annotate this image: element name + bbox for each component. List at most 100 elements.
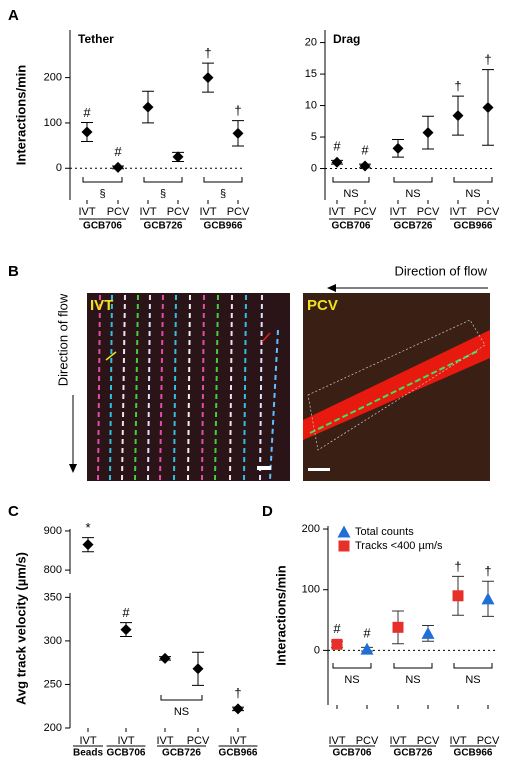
y-axis-label: Interactions/min — [13, 65, 28, 165]
y-axis-label: Interactions/min — [273, 565, 288, 665]
group-label: GCB726 — [162, 748, 201, 757]
data-point — [392, 142, 404, 154]
x-tick-label: IVT — [449, 735, 466, 747]
group-label: GCB966 — [204, 221, 243, 232]
bracket-label: NS — [465, 188, 480, 200]
x-tick-label: PCV — [167, 206, 190, 218]
bracket — [160, 695, 203, 701]
image-label: IVT — [90, 297, 113, 314]
y-tick-label: 350 — [44, 591, 62, 603]
data-point — [120, 624, 132, 636]
x-tick-label: IVT — [139, 206, 156, 218]
bracket — [393, 177, 433, 183]
data-point — [82, 539, 94, 551]
x-tick-label: PCV — [477, 735, 500, 747]
y-tick-label: 300 — [44, 635, 62, 647]
data-point — [481, 592, 495, 605]
data-point — [338, 540, 350, 552]
y-tick-label: 200 — [302, 523, 320, 535]
x-tick-label: PCV — [356, 735, 379, 747]
x-tick-label: PCV — [477, 206, 500, 218]
bracket-label: § — [99, 188, 105, 200]
annotation: # — [83, 105, 91, 120]
y-tick-label: 800 — [44, 564, 62, 576]
bracket-label: NS — [405, 674, 420, 686]
data-point — [392, 621, 404, 633]
y-tick-label: 20 — [305, 36, 317, 48]
annotation: # — [363, 626, 371, 641]
y-tick-label: 5 — [311, 131, 317, 143]
flow-arrow — [69, 395, 77, 473]
annotation: # — [114, 144, 122, 159]
group-label: GCB966 — [454, 748, 493, 757]
x-tick-label: IVT — [328, 206, 345, 218]
bracket — [453, 177, 493, 183]
group-label: GCB706 — [107, 748, 146, 757]
annotation: † — [484, 564, 491, 579]
data-point — [422, 127, 434, 139]
group-label: Beads — [73, 748, 103, 757]
data-point — [360, 642, 374, 655]
annotation: † — [204, 46, 211, 61]
annotation: † — [234, 103, 241, 118]
y-tick-label: 0 — [311, 162, 317, 174]
group-label: GCB726 — [144, 221, 183, 232]
y-tick-label: 0 — [314, 644, 320, 656]
flow-label: Direction of flow — [55, 293, 70, 386]
annotation: # — [122, 605, 130, 620]
y-tick-label: 100 — [302, 584, 320, 596]
x-tick-label: IVT — [78, 206, 95, 218]
x-tick-label: PCV — [417, 206, 440, 218]
bracket — [82, 177, 123, 183]
group-label: GCB706 — [333, 748, 372, 757]
legend-label: Total counts — [355, 526, 414, 538]
y-tick-label: 15 — [305, 68, 317, 80]
data-point — [159, 652, 171, 664]
image-label: PCV — [307, 297, 338, 314]
data-point — [81, 126, 93, 138]
bracket — [332, 663, 372, 669]
y-tick-label: 10 — [305, 99, 317, 111]
bracket-label: § — [160, 188, 166, 200]
x-tick-label: IVT — [156, 735, 173, 747]
panel-label: A — [8, 7, 19, 24]
x-tick-label: PCV — [417, 735, 440, 747]
bracket-label: NS — [465, 674, 480, 686]
x-tick-label: IVT — [389, 206, 406, 218]
x-tick-label: PCV — [187, 735, 210, 747]
panel-label: C — [8, 503, 19, 520]
data-point — [482, 101, 494, 113]
x-tick-label: IVT — [229, 735, 246, 747]
data-point — [142, 101, 154, 113]
group-label: GCB966 — [454, 221, 493, 232]
x-tick-label: PCV — [227, 206, 250, 218]
x-tick-label: IVT — [79, 735, 96, 747]
data-point — [337, 525, 351, 538]
data-point — [452, 110, 464, 122]
annotation: † — [454, 559, 461, 574]
y-tick-label: 200 — [44, 722, 62, 734]
x-tick-label: IVT — [389, 735, 406, 747]
y-tick-label: 900 — [44, 525, 62, 537]
bracket-label: NS — [405, 188, 420, 200]
annotation: # — [333, 139, 341, 154]
data-point — [112, 161, 124, 173]
x-tick-label: IVT — [199, 206, 216, 218]
data-point — [172, 151, 184, 163]
x-tick-label: IVT — [117, 735, 134, 747]
ivt-image — [87, 293, 290, 481]
chart-title: Drag — [333, 32, 360, 46]
group-label: GCB726 — [394, 748, 433, 757]
data-point — [202, 72, 214, 84]
data-point — [452, 590, 464, 602]
bracket — [332, 177, 370, 183]
chart-title: Tether — [78, 32, 114, 46]
data-point — [232, 703, 244, 715]
panel-label: D — [262, 503, 273, 520]
group-label: GCB966 — [219, 748, 258, 757]
data-point — [232, 127, 244, 139]
x-tick-label: PCV — [107, 206, 130, 218]
x-tick-label: PCV — [354, 206, 377, 218]
bracket-label: NS — [344, 674, 359, 686]
y-tick-label: 200 — [44, 72, 62, 84]
